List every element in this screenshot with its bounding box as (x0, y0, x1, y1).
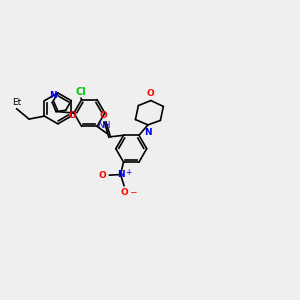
Text: Et: Et (12, 98, 21, 106)
Text: O: O (68, 112, 76, 121)
Text: O: O (99, 111, 107, 120)
Text: N: N (117, 170, 124, 179)
Text: O: O (98, 171, 106, 180)
Text: O: O (120, 188, 128, 197)
Text: Cl: Cl (76, 87, 86, 97)
Text: N: N (144, 128, 152, 137)
Text: +: + (125, 168, 131, 177)
Text: NH: NH (97, 121, 111, 130)
Text: N: N (49, 92, 57, 100)
Text: O: O (147, 89, 155, 98)
Text: −: − (130, 188, 137, 196)
